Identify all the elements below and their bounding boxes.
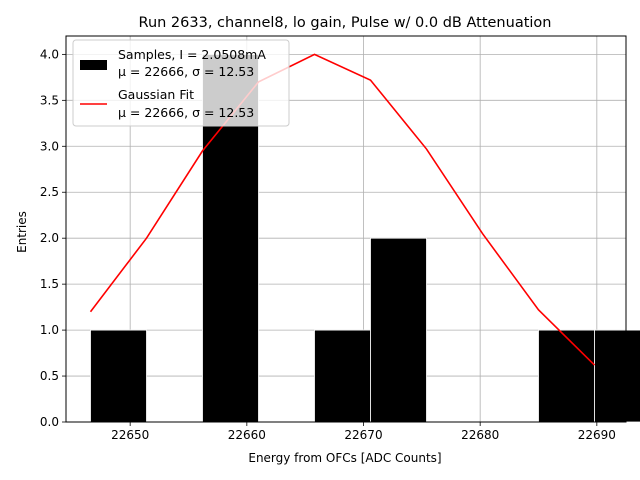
y-tick-label: 3.5 — [40, 93, 59, 107]
histogram-bar — [90, 329, 147, 423]
y-tick-label: 0.0 — [40, 415, 59, 429]
gaussian-fit-line — [89, 53, 596, 366]
x-tick-label: 22670 — [344, 428, 382, 442]
x-tick-label: 22660 — [228, 428, 266, 442]
x-tick-label: 22650 — [111, 428, 149, 442]
legend-fit-label: Gaussian Fit — [118, 87, 194, 102]
y-tick-label: 2.0 — [40, 231, 59, 245]
legend-histogram-stats: μ = 22666, σ = 12.53 — [118, 64, 254, 79]
y-tick-label: 3.0 — [40, 139, 59, 153]
chart-title: Run 2633, channel8, lo gain, Pulse w/ 0.… — [139, 15, 552, 31]
histogram-bars — [90, 53, 640, 423]
legend: Samples, I = 2.0508mA μ = 22666, σ = 12.… — [72, 39, 290, 127]
y-axis: 0.0 0.5 1.0 1.5 2.0 2.5 3.0 3.5 4.0 — [40, 47, 66, 429]
x-axis-label: Energy from OFCs [ADC Counts] — [248, 451, 441, 465]
histogram-bar — [594, 329, 640, 423]
y-tick-label: 4.0 — [40, 47, 59, 61]
y-tick-label: 0.5 — [40, 369, 59, 383]
y-tick-label: 1.0 — [40, 323, 59, 337]
x-tick-label: 22680 — [461, 428, 499, 442]
legend-box — [72, 39, 290, 127]
y-tick-label: 1.5 — [40, 277, 59, 291]
histogram-bar — [538, 329, 595, 423]
x-axis: 22650 22660 22670 22680 22690 — [111, 422, 616, 442]
y-axis-label: Entries — [15, 211, 29, 253]
histogram-bar — [314, 329, 371, 423]
x-tick-label: 22690 — [578, 428, 616, 442]
histogram-bar — [370, 237, 427, 423]
y-tick-label: 2.5 — [40, 185, 59, 199]
legend-histogram-swatch — [80, 60, 107, 70]
plot-frame — [65, 35, 627, 423]
legend-histogram-label: Samples, I = 2.0508mA — [118, 47, 266, 62]
fit-line-group — [89, 53, 596, 366]
legend-fit-stats: μ = 22666, σ = 12.53 — [118, 105, 254, 120]
